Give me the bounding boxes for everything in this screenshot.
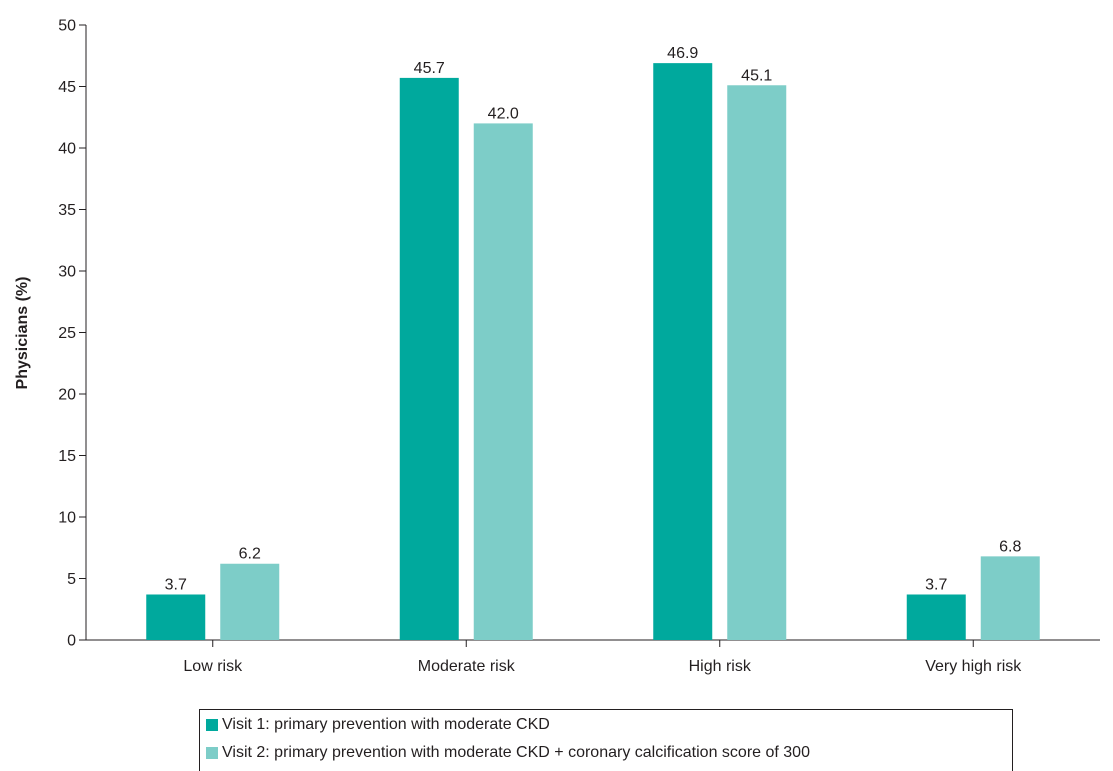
bar-series-2 [980,556,1040,640]
data-label-series-2: 45.1 [741,67,772,84]
y-tick-label: 45 [58,79,76,96]
bars [146,63,1040,640]
y-tick-label: 15 [58,448,76,465]
data-label-series-1: 45.7 [414,60,445,77]
bar-series-1 [146,594,206,640]
data-label-series-2: 42.0 [488,105,519,122]
legend-item-visit-1: Visit 1: primary prevention with moderat… [206,716,550,734]
bar-chart: 0 5 10 15 20 25 30 35 40 45 50 Low risk Moderate ri… [14,18,1100,675]
legend-label-visit-2: Visit 2: primary prevention with moderat… [222,744,810,761]
value-labels: 3.7 6.2 45.7 42.0 46.9 45.1 3.7 6.8 [165,45,1022,593]
bar-series-2 [220,563,280,640]
y-tick-label: 30 [58,264,76,281]
x-tick-label: Low risk [183,658,243,675]
y-tick-label: 40 [58,141,76,158]
data-label-series-1: 46.9 [667,45,698,62]
y-tick-label: 10 [58,510,76,527]
bar-series-1 [399,77,459,640]
y-tick-label: 20 [58,387,76,404]
y-tick-label: 25 [58,325,76,342]
bar-series-1 [906,594,966,640]
data-label-series-2: 6.2 [239,546,261,563]
x-axis: Low risk Moderate risk High risk Very high … [86,639,1100,675]
legend-swatch-visit-1 [206,719,218,731]
legend-label-visit-1: Visit 1: primary prevention with moderat… [222,716,550,733]
y-axis: 0 5 10 15 20 25 30 35 40 45 50 [58,18,87,650]
y-tick-label: 35 [58,202,76,219]
y-tick-label: 50 [58,18,76,35]
bar-series-1 [653,63,713,640]
y-tick-label: 0 [67,633,76,650]
legend-swatch-visit-2 [206,747,218,759]
data-label-series-1: 3.7 [925,576,947,593]
data-label-series-1: 3.7 [165,576,187,593]
y-tick-label: 5 [67,571,76,588]
x-tick-label: High risk [689,658,752,675]
bar-series-2 [727,85,787,640]
data-label-series-2: 6.8 [999,538,1021,555]
x-tick-label: Very high risk [925,658,1022,675]
legend: Visit 1: primary prevention with moderat… [199,709,1013,771]
y-axis-label: Physicians (%) [14,277,31,390]
legend-item-visit-2: Visit 2: primary prevention with moderat… [206,744,810,762]
bar-series-2 [473,123,533,640]
x-tick-label: Moderate risk [418,658,516,675]
